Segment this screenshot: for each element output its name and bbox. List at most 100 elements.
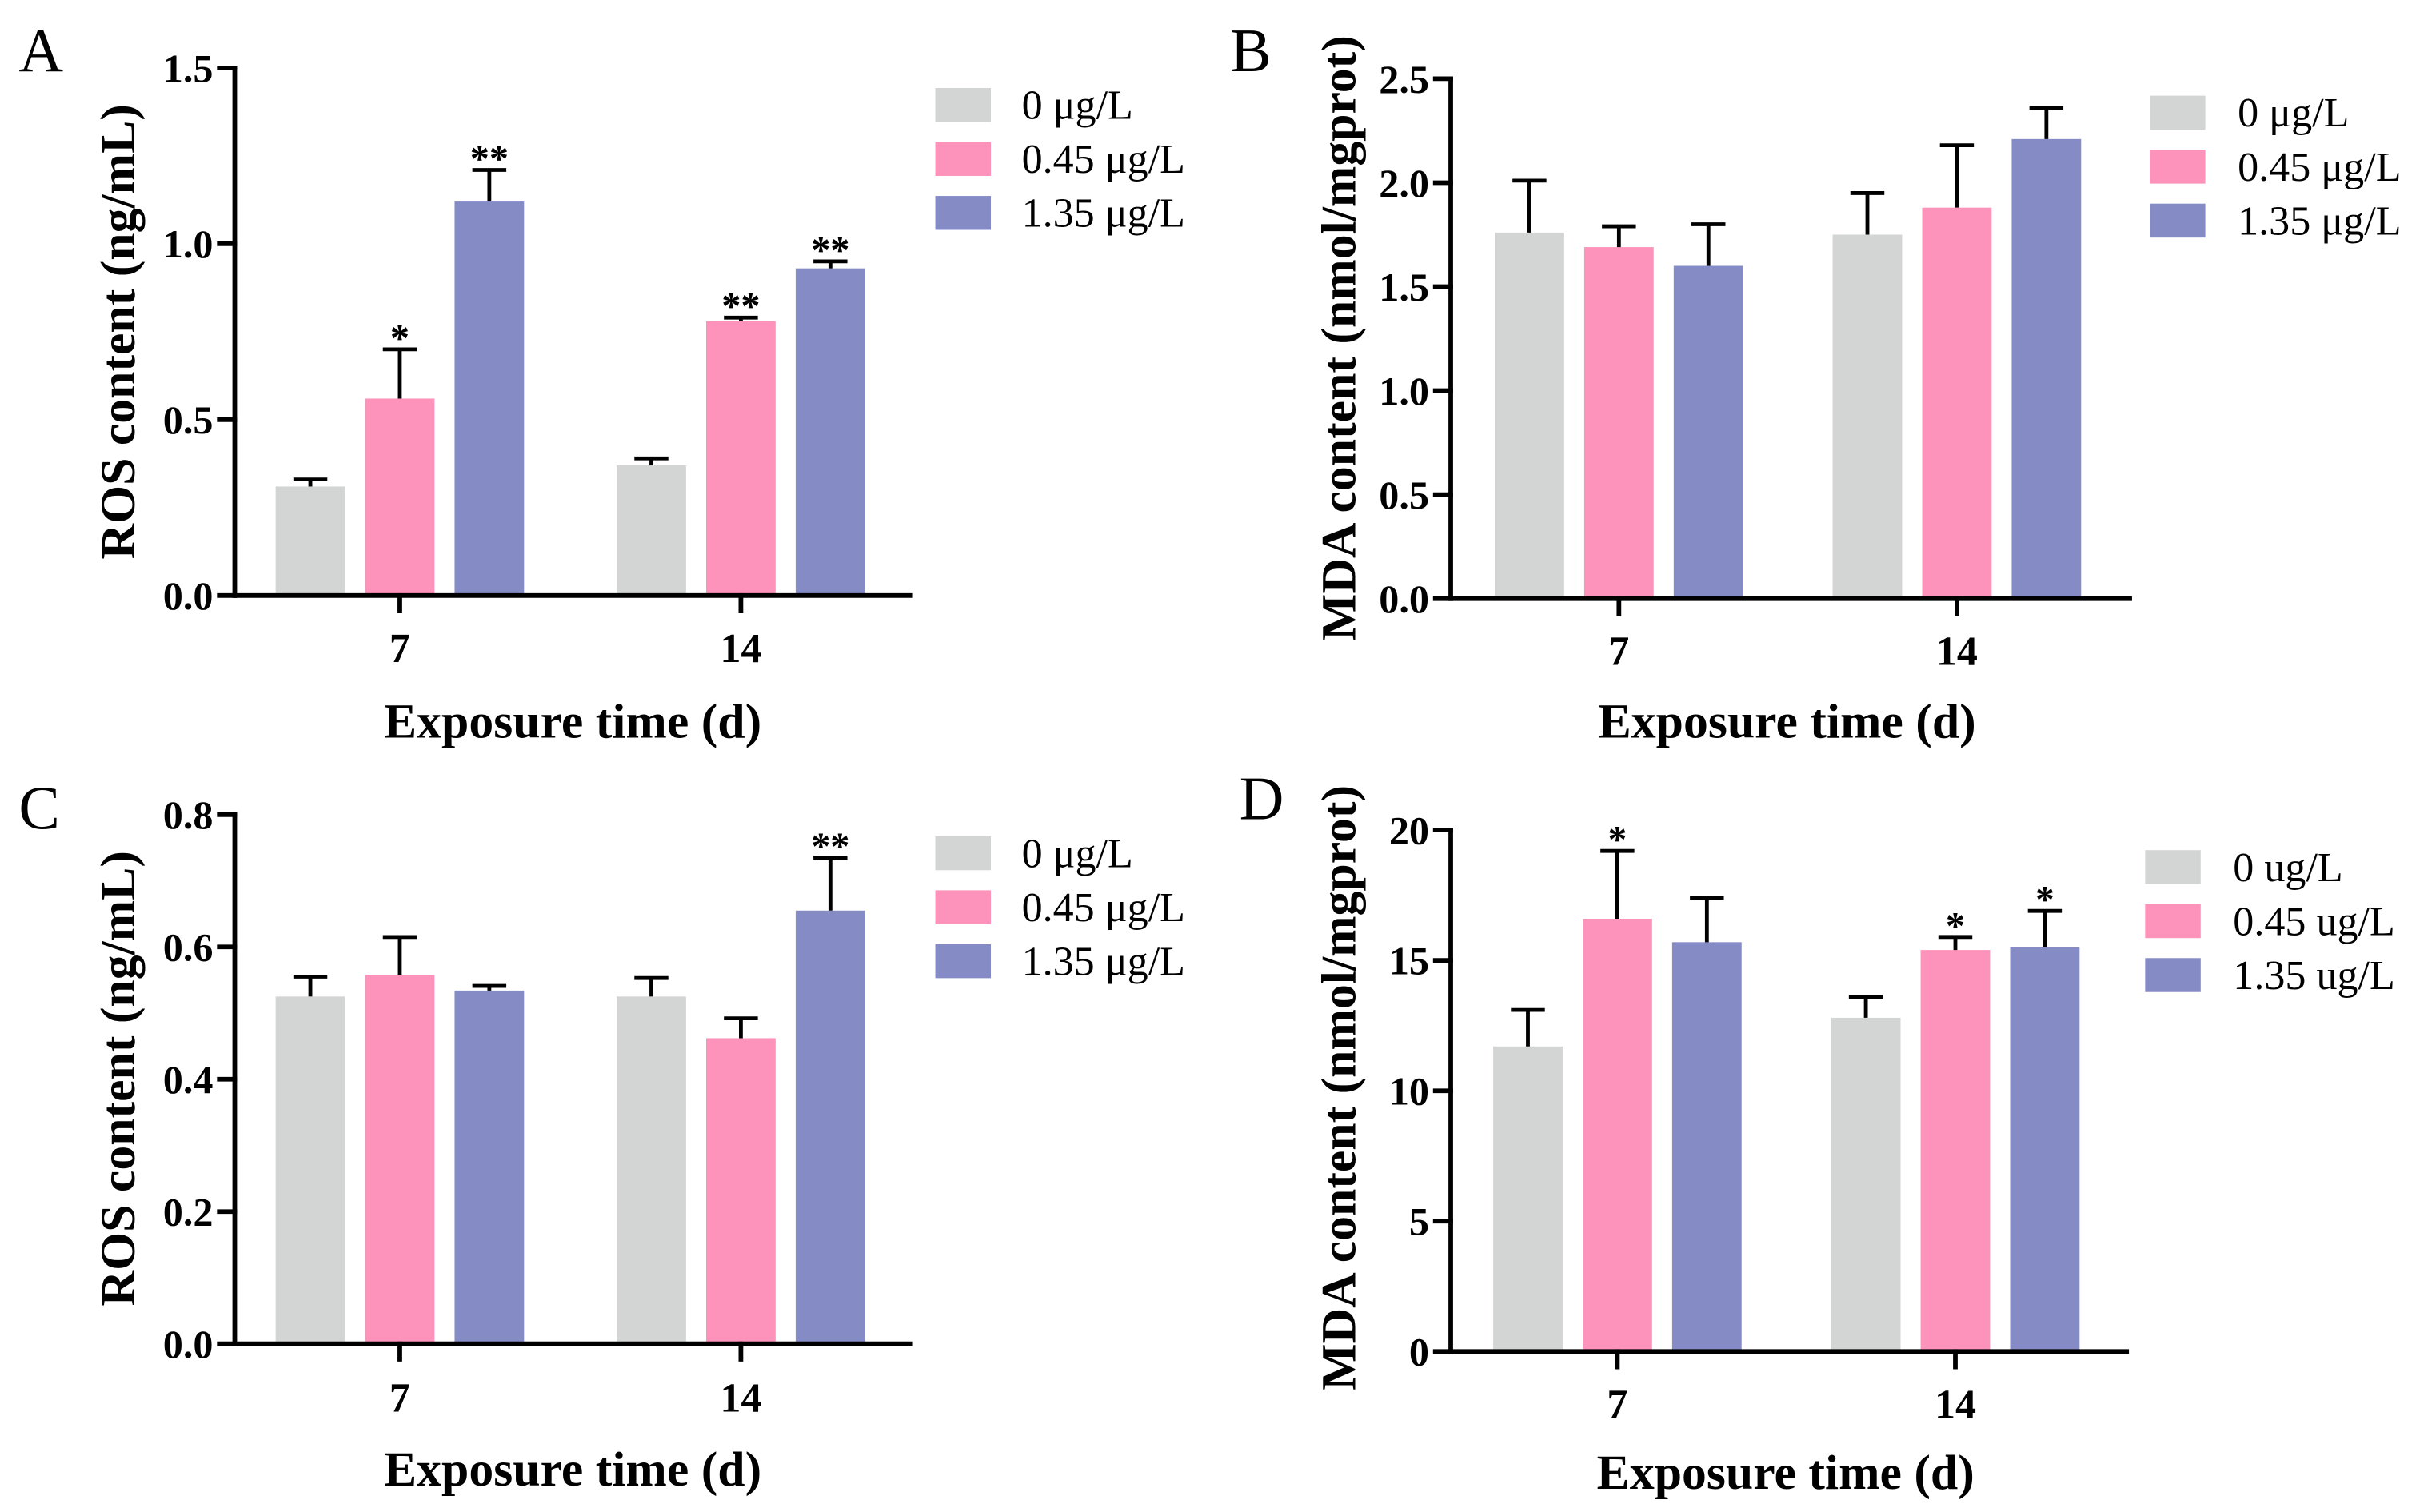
legend-label: 1.35 μg/L <box>1022 940 1185 985</box>
bar-series2-day7 <box>1582 918 1652 1352</box>
y-tick-label: 2.5 <box>1379 57 1429 102</box>
legend-swatch <box>2150 150 2206 184</box>
x-axis-label: Exposure time (d) <box>1599 694 1976 748</box>
panel-letter: D <box>1240 764 1284 833</box>
bar-series2-day7 <box>1583 247 1654 599</box>
x-tick-label: 14 <box>1936 629 1978 675</box>
x-axis-label: Exposure time (d) <box>1597 1446 1975 1500</box>
plot-area: * * * <box>1493 819 2080 1352</box>
legend: 0 ug/L 0.45 ug/L 1.35 ug/L <box>2145 845 2395 999</box>
legend: 0 μg/L 0.45 μg/L 1.35 μg/L <box>2150 90 2402 244</box>
x-tick-label: 7 <box>1607 1382 1627 1427</box>
y-tick-label: 20 <box>1389 808 1429 852</box>
significance-marker: * <box>390 317 409 360</box>
y-tick-label: 0.5 <box>163 397 214 442</box>
y-axis-label: MDA content (nmol/mgprot) <box>1312 785 1366 1390</box>
legend-swatch <box>2145 958 2201 992</box>
legend-swatch <box>2145 850 2201 884</box>
bar-series3-day7 <box>1671 942 1742 1352</box>
y-axis-label: MDA content (nmol/mgprot) <box>1312 35 1366 640</box>
y-tick-label: 0.2 <box>163 1190 214 1235</box>
legend-label: 1.35 ug/L <box>2233 953 2395 999</box>
legend-label: 0 ug/L <box>2233 845 2342 891</box>
y-tick-label: 1.0 <box>1379 369 1429 413</box>
bar-series1-day14 <box>617 996 686 1344</box>
y-tick-label: 2.0 <box>1379 161 1429 205</box>
plot-area: ******* <box>275 138 865 596</box>
significance-marker: * <box>1946 905 1965 947</box>
bar-series3-day14 <box>2011 138 2082 599</box>
bar-series2-day14 <box>705 321 776 596</box>
y-tick-label: 10 <box>1389 1069 1429 1114</box>
legend-swatch <box>2150 95 2206 130</box>
x-tick-label: 7 <box>389 1376 410 1422</box>
legend: 0 μg/L 0.45 μg/L 1.35 μg/L <box>935 831 1185 985</box>
legend-label: 1.35 μg/L <box>2238 198 2401 244</box>
y-tick-label: 0.4 <box>163 1057 214 1102</box>
y-tick-label: 0.8 <box>163 792 214 837</box>
legend-swatch <box>935 836 991 871</box>
x-tick-label: 14 <box>720 626 761 672</box>
panel-letter: C <box>18 773 59 842</box>
y-tick-label: 1.5 <box>1379 265 1429 309</box>
bar-series2-day14 <box>1920 950 1991 1352</box>
legend-label: 0.45 μg/L <box>1022 885 1185 931</box>
bar-series3-day7 <box>454 990 525 1344</box>
panel-letter: B <box>1230 16 1271 85</box>
x-axis-label: Exposure time (d) <box>384 1442 761 1497</box>
bar-series1-day14 <box>617 465 686 596</box>
y-axis-label: ROS content (ng/mL) <box>91 851 146 1306</box>
bar-series1-day7 <box>1495 232 1564 599</box>
legend-label: 0.45 μg/L <box>2238 145 2401 190</box>
bar-series2-day7 <box>365 398 435 596</box>
legend-label: 1.35 μg/L <box>1022 191 1185 237</box>
bar-series1-day7 <box>275 996 345 1344</box>
y-tick-label: 0.6 <box>163 925 214 970</box>
significance-marker: * <box>1607 819 1627 861</box>
y-tick-label: 5 <box>1409 1199 1429 1244</box>
y-tick-label: 0 <box>1409 1330 1429 1374</box>
y-tick-label: 0.0 <box>1379 576 1429 621</box>
panel-c: C ** 0.0 0.2 0.4 0.6 0.8 7 14 ROS content (ng/mL)… <box>18 773 1185 1497</box>
x-tick-label: 14 <box>720 1376 761 1422</box>
legend-label: 0 μg/L <box>2238 90 2349 136</box>
y-tick-label: 0.5 <box>1379 473 1429 517</box>
y-tick-label: 0.0 <box>163 573 214 618</box>
bar-series2-day7 <box>365 975 435 1344</box>
plot-area <box>1495 106 2082 599</box>
legend-label: 0.45 ug/L <box>2233 899 2395 944</box>
legend-swatch <box>935 196 991 230</box>
panel-letter: A <box>18 16 63 85</box>
y-tick-label: 1.0 <box>163 221 214 266</box>
y-axis-label: ROS content (ng/mL) <box>91 104 146 559</box>
bar-series3-day14 <box>2010 947 2080 1352</box>
legend-swatch <box>935 890 991 924</box>
legend-label: 0 μg/L <box>1022 83 1133 129</box>
x-tick-label: 7 <box>389 626 410 672</box>
bar-series3-day14 <box>795 268 865 596</box>
legend-swatch <box>2150 203 2206 238</box>
legend-swatch <box>935 142 991 176</box>
bar-series1-day7 <box>1493 1046 1563 1352</box>
plot-area: ** <box>275 826 865 1344</box>
y-tick-label: 0.0 <box>163 1322 214 1366</box>
bar-series1-day14 <box>1832 234 1903 599</box>
significance-marker: ** <box>811 826 849 868</box>
x-axis-label: Exposure time (d) <box>384 694 761 748</box>
bar-series1-day7 <box>275 486 345 596</box>
legend-swatch <box>2145 904 2201 939</box>
y-tick-label: 1.5 <box>163 46 214 90</box>
x-tick-label: 7 <box>1608 629 1629 675</box>
significance-marker: ** <box>811 229 849 272</box>
significance-marker: ** <box>721 285 760 328</box>
bar-series2-day14 <box>1922 207 1992 599</box>
legend-label: 0 μg/L <box>1022 831 1133 876</box>
bar-series3-day14 <box>795 910 865 1344</box>
bar-series3-day7 <box>1673 265 1743 599</box>
significance-marker: * <box>2035 879 2055 921</box>
legend-label: 0.45 μg/L <box>1022 137 1185 182</box>
bar-series3-day7 <box>454 201 525 596</box>
